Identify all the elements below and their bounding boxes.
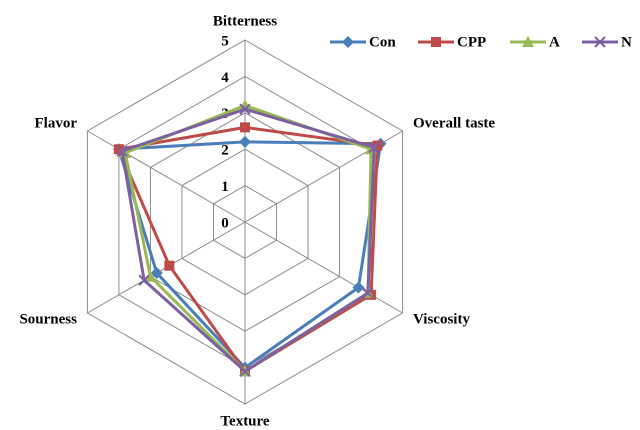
- legend-label: CPP: [457, 34, 486, 50]
- marker: [362, 287, 374, 299]
- tick-label: 0: [221, 215, 229, 231]
- marker: [522, 36, 534, 47]
- marker: [116, 145, 128, 157]
- legend-label: N: [621, 34, 632, 50]
- axis-label: Sourness: [19, 311, 77, 327]
- spoke: [87, 130, 246, 223]
- series-line: [116, 140, 383, 370]
- marker: [431, 37, 441, 47]
- marker: [594, 36, 606, 48]
- tick-label: 5: [221, 33, 229, 49]
- marker: [342, 36, 354, 48]
- marker: [368, 141, 380, 154]
- axis-label: Flavor: [34, 115, 77, 131]
- marker: [239, 365, 251, 377]
- axis-label: Overall taste: [413, 115, 495, 131]
- marker: [239, 135, 251, 148]
- axis-label: Texture: [220, 413, 270, 429]
- legend-label: A: [549, 34, 560, 50]
- marker: [144, 270, 157, 282]
- marker: [138, 274, 150, 286]
- marker: [352, 281, 365, 294]
- legend-label: Con: [369, 34, 396, 50]
- marker: [240, 122, 250, 133]
- marker: [239, 99, 251, 111]
- axis-label: Bitterness: [213, 13, 277, 29]
- tick-label: 1: [221, 179, 229, 195]
- marker: [150, 266, 163, 279]
- spoke: [244, 221, 403, 314]
- axis-label: Viscosity: [413, 311, 470, 327]
- marker: [164, 260, 175, 271]
- series-line: [116, 125, 379, 374]
- tick-label: 2: [221, 143, 229, 159]
- marker: [239, 103, 251, 115]
- tick-label: 4: [221, 70, 229, 86]
